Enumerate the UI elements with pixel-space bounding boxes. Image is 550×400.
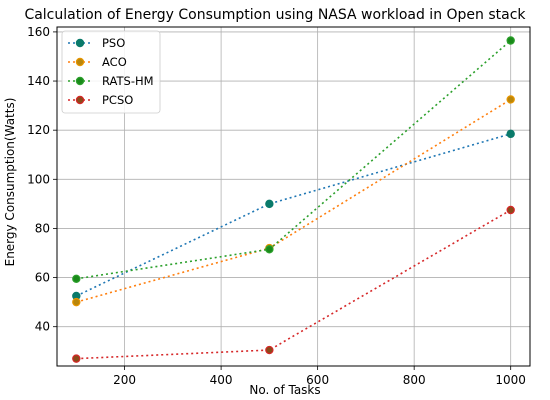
legend-item-rats-hm: RATS-HM — [68, 74, 154, 88]
x-tick-label: 600 — [306, 373, 329, 387]
legend-item-aco: ACO — [68, 55, 127, 69]
data-point-rats-hm — [506, 36, 515, 45]
x-axis-ticks: 200 400 600 800 1000 — [113, 366, 526, 387]
x-axis-label: No. of Tasks — [249, 383, 320, 397]
y-tick-label: 160 — [27, 25, 50, 39]
data-point-rats-hm — [265, 245, 274, 254]
x-tick-label: 1000 — [495, 373, 526, 387]
y-tick-label: 100 — [27, 172, 50, 186]
legend-marker — [75, 95, 85, 105]
chart-title: Calculation of Energy Consumption using … — [24, 7, 526, 23]
data-point-pcso — [72, 354, 81, 363]
data-point-aco — [72, 297, 81, 307]
plot-frame — [56, 26, 531, 367]
legend-label: PSO — [102, 36, 125, 50]
x-tick-label: 400 — [210, 373, 233, 387]
y-tick-label: 140 — [27, 74, 50, 88]
legend-box — [61, 30, 161, 114]
data-point-pcso — [265, 345, 274, 355]
series-pcso — [72, 205, 515, 363]
y-axis-label: Energy Consumption(Watts) — [3, 98, 17, 267]
x-tick-label: 800 — [403, 373, 426, 387]
legend: PSO ACO RATS-HM PCSO — [61, 30, 161, 114]
legend-label: ACO — [102, 55, 127, 69]
series-line-pso — [75, 133, 511, 297]
legend-label: RATS-HM — [102, 74, 154, 88]
legend-marker — [75, 76, 85, 86]
y-tick-label: 80 — [35, 221, 50, 235]
legend-marker — [75, 57, 85, 67]
data-point-pso — [265, 199, 274, 209]
series-pso — [72, 129, 515, 301]
series-layer — [72, 36, 515, 363]
series-rats-hm — [72, 36, 515, 283]
y-axis-ticks: 40 60 80 100 120 140 160 — [27, 25, 57, 334]
legend-marker — [75, 38, 85, 48]
x-tick-label: 200 — [113, 373, 136, 387]
series-line-pcso — [76, 209, 512, 360]
y-tick-label: 120 — [27, 123, 50, 137]
data-point-rats-hm — [72, 274, 81, 283]
legend-item-pso: PSO — [68, 36, 125, 50]
series-aco — [72, 95, 515, 307]
data-point-pcso — [506, 205, 515, 215]
legend-label: PCSO — [102, 93, 133, 107]
y-tick-label: 60 — [35, 271, 50, 285]
data-point-aco — [506, 95, 515, 104]
legend-item-pcso: PCSO — [68, 93, 133, 107]
data-point-pso — [506, 129, 515, 139]
y-tick-label: 40 — [35, 320, 50, 334]
